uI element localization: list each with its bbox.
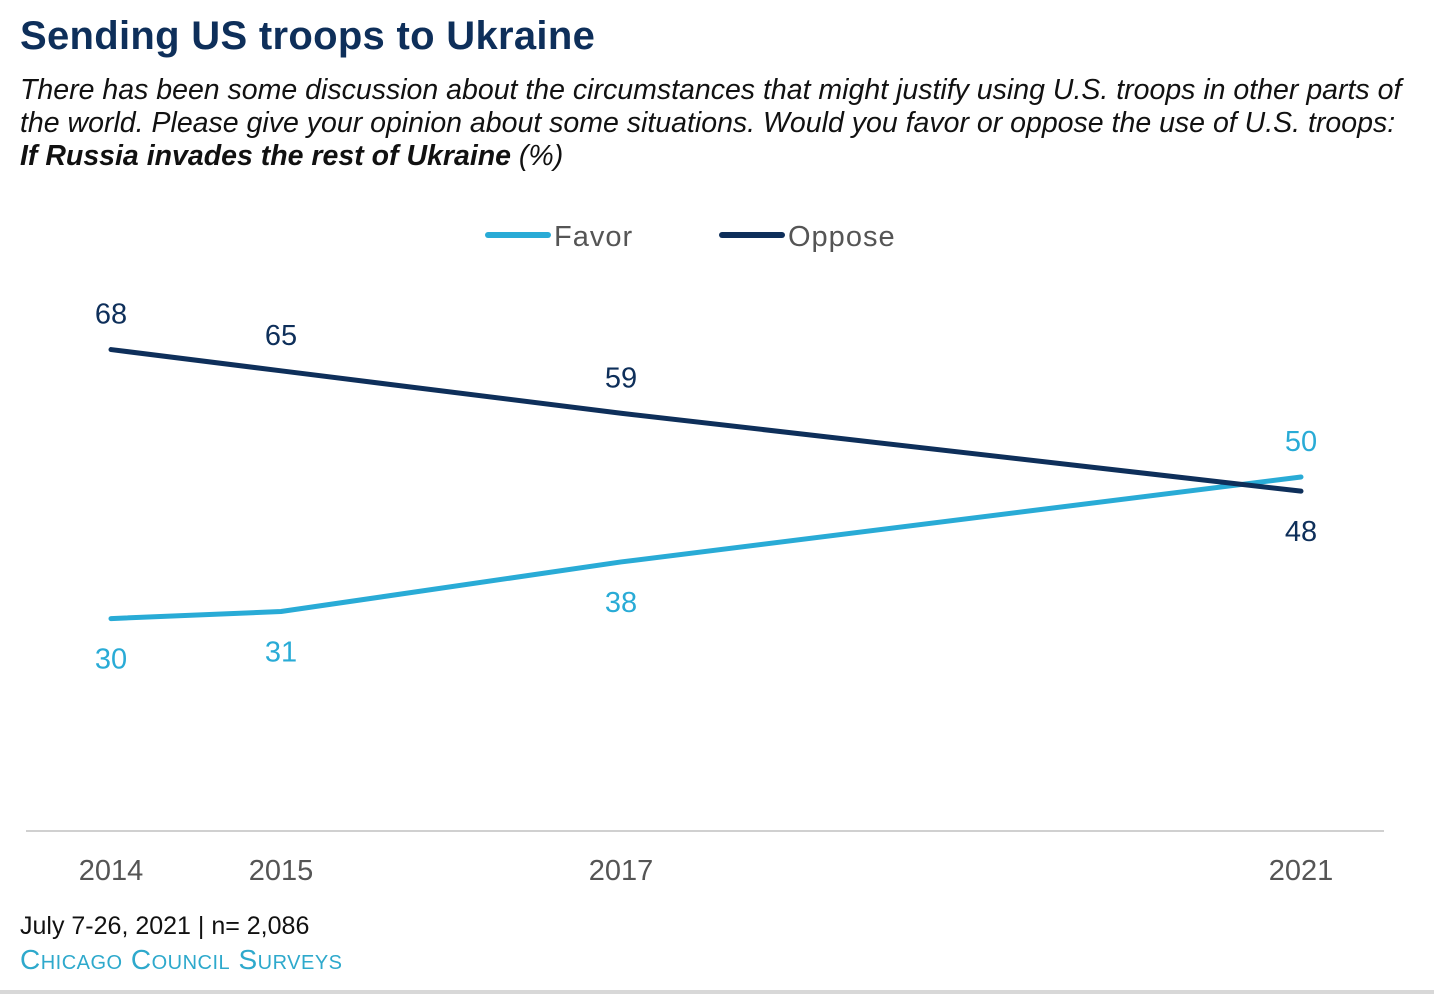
data-label-favor: 31 <box>265 637 297 669</box>
subtitle-emphasis: If Russia invades the rest of Ukraine <box>20 140 511 172</box>
subtitle-text: There has been some discussion about the… <box>20 74 1402 139</box>
series-line-oppose <box>108 347 1304 494</box>
subtitle-suffix: (%) <box>511 140 564 172</box>
series-line-favor <box>108 474 1304 622</box>
chart-title: Sending US troops to Ukraine <box>20 14 596 58</box>
x-tick-label: 2017 <box>589 855 654 887</box>
chart-subtitle: There has been some discussion about the… <box>20 74 1420 173</box>
data-label-favor: 38 <box>605 587 637 619</box>
x-tick-label: 2021 <box>1269 855 1334 887</box>
source-logo-text: Chicago Council Surveys <box>20 944 343 975</box>
legend-label-oppose: Oppose <box>788 221 896 253</box>
data-label-oppose: 59 <box>605 362 637 394</box>
survey-note: July 7-26, 2021 | n= 2,086 <box>20 912 310 940</box>
x-tick-label: 2015 <box>249 855 314 887</box>
x-tick-label: 2014 <box>79 855 144 887</box>
legend-label-favor: Favor <box>554 221 633 253</box>
data-label-favor: 30 <box>95 644 127 676</box>
data-label-oppose: 48 <box>1285 516 1317 548</box>
data-label-oppose: 65 <box>265 320 297 352</box>
data-label-favor: 50 <box>1285 426 1317 458</box>
bottom-rule <box>0 990 1434 994</box>
data-label-oppose: 68 <box>95 299 127 331</box>
